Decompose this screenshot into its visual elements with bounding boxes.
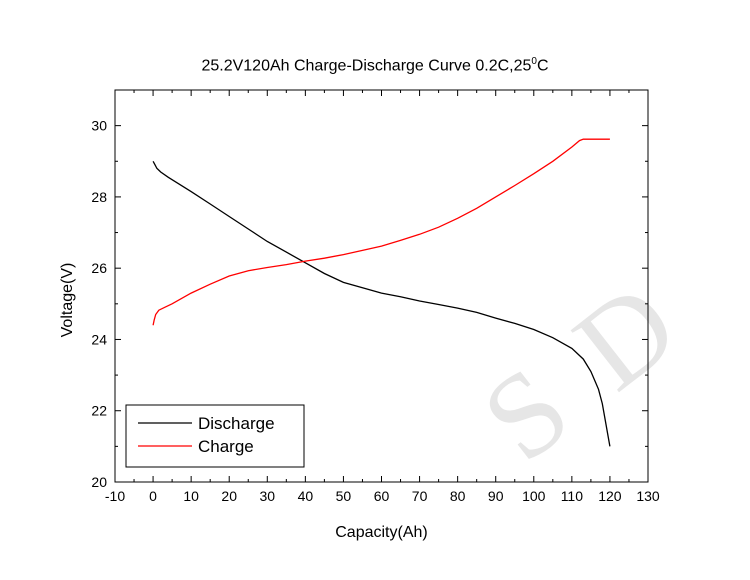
- chart-title-superscript: 0: [531, 56, 537, 67]
- y-tick-label: 20: [91, 474, 107, 490]
- x-tick-label: 100: [522, 488, 546, 504]
- y-tick-label: 30: [91, 118, 107, 134]
- y-tick-label: 26: [91, 260, 107, 276]
- chart-title-text: 25.2V120Ah Charge-Discharge Curve 0.2C,2…: [201, 57, 532, 75]
- x-axis-label: Capacity(Ah): [335, 524, 427, 541]
- x-tick-label: 40: [298, 488, 314, 504]
- x-tick-label: 50: [336, 488, 352, 504]
- legend-label-charge: Charge: [198, 437, 254, 456]
- y-tick-label: 22: [91, 403, 107, 419]
- x-tick-label: 120: [598, 488, 622, 504]
- legend-label-discharge: Discharge: [198, 414, 275, 433]
- chart-title-unit: C: [536, 57, 549, 75]
- legend-box: [125, 404, 305, 468]
- chart-title: 25.2V120Ah Charge-Discharge Curve 0.2C,2…: [0, 56, 750, 75]
- x-tick-label: 80: [450, 488, 466, 504]
- x-tick-label: 90: [488, 488, 504, 504]
- x-tick-label: 70: [412, 488, 428, 504]
- series-line-discharge: [152, 160, 611, 447]
- x-tick-label: 0: [149, 488, 157, 504]
- y-tick-label: 24: [91, 331, 107, 347]
- series-line-charge: [152, 138, 610, 326]
- x-tick-label: -10: [105, 488, 125, 504]
- y-tick-label: 28: [91, 189, 107, 205]
- x-tick-label: 20: [221, 488, 237, 504]
- y-axis-label: Voltage(V): [59, 263, 76, 338]
- x-tick-label: 30: [259, 488, 275, 504]
- x-tick-label: 130: [636, 488, 660, 504]
- x-tick-label: 110: [561, 488, 584, 504]
- x-tick-label: 10: [183, 488, 199, 504]
- x-tick-label: 60: [374, 488, 390, 504]
